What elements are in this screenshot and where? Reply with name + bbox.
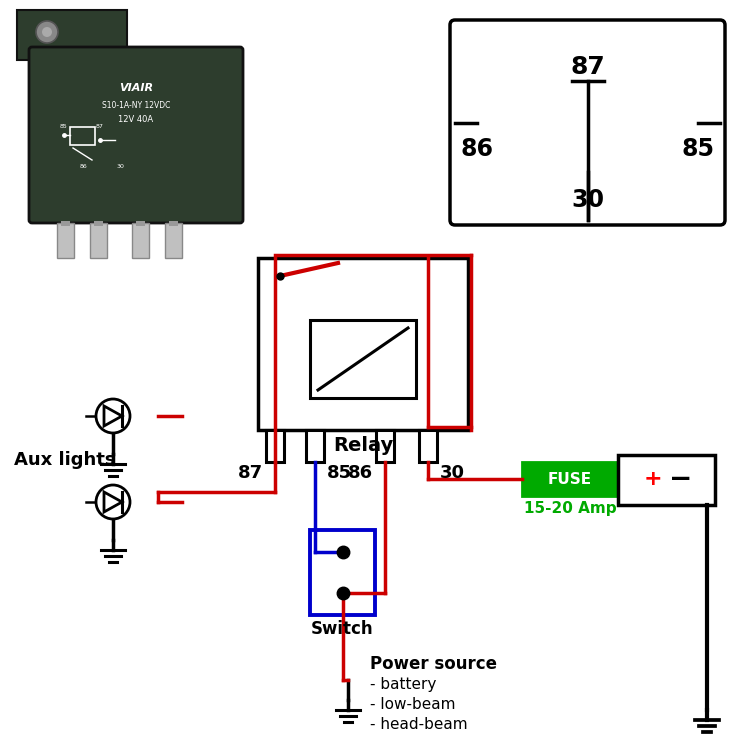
Text: 86: 86 (348, 464, 373, 482)
Text: Aux lights: Aux lights (14, 451, 116, 469)
Text: - low-beam: - low-beam (370, 697, 456, 712)
Circle shape (42, 27, 52, 37)
Bar (419, 430, 437, 462)
Bar (94, 221, 103, 226)
Text: 85: 85 (60, 125, 68, 130)
FancyBboxPatch shape (450, 20, 725, 225)
Bar (136, 221, 145, 226)
Polygon shape (104, 406, 122, 426)
Text: Relay: Relay (333, 436, 393, 455)
Text: VIAIR: VIAIR (119, 83, 153, 93)
Circle shape (96, 485, 130, 519)
Bar (17, 10, 127, 60)
Bar (57, 223, 74, 258)
Text: −: − (669, 465, 692, 493)
Bar (258, 258, 468, 430)
Text: 86: 86 (461, 137, 494, 160)
Bar (522, 462, 618, 496)
Text: +: + (643, 469, 662, 489)
Bar (132, 223, 149, 258)
Bar (310, 530, 375, 615)
Bar (169, 221, 178, 226)
Text: Switch: Switch (311, 620, 374, 638)
Bar (618, 455, 715, 505)
Bar (306, 430, 324, 462)
Bar (165, 223, 182, 258)
Bar (90, 223, 107, 258)
Bar (310, 320, 416, 398)
Text: 30: 30 (116, 165, 124, 169)
Bar (61, 221, 70, 226)
Text: 85: 85 (682, 137, 715, 160)
FancyBboxPatch shape (29, 47, 243, 223)
Circle shape (96, 399, 130, 433)
Text: Power source: Power source (370, 655, 497, 673)
Circle shape (36, 21, 58, 43)
Bar (266, 430, 284, 462)
Text: S10-1A-NY 12VDC: S10-1A-NY 12VDC (102, 100, 170, 110)
Text: FUSE: FUSE (548, 471, 592, 487)
Bar (70, 127, 95, 145)
Text: 30: 30 (571, 188, 604, 212)
Bar (376, 430, 394, 462)
Text: - head-beam: - head-beam (370, 717, 467, 732)
Text: 12V 40A: 12V 40A (118, 116, 154, 125)
Text: 30: 30 (440, 464, 465, 482)
Text: 85: 85 (327, 464, 352, 482)
Polygon shape (104, 492, 122, 512)
Text: 87: 87 (570, 55, 605, 79)
Text: 87: 87 (238, 464, 263, 482)
Text: 86: 86 (79, 165, 87, 169)
Text: 15-20 Amp: 15-20 Amp (524, 501, 616, 516)
Text: - battery: - battery (370, 677, 436, 692)
Text: 87: 87 (96, 125, 104, 130)
